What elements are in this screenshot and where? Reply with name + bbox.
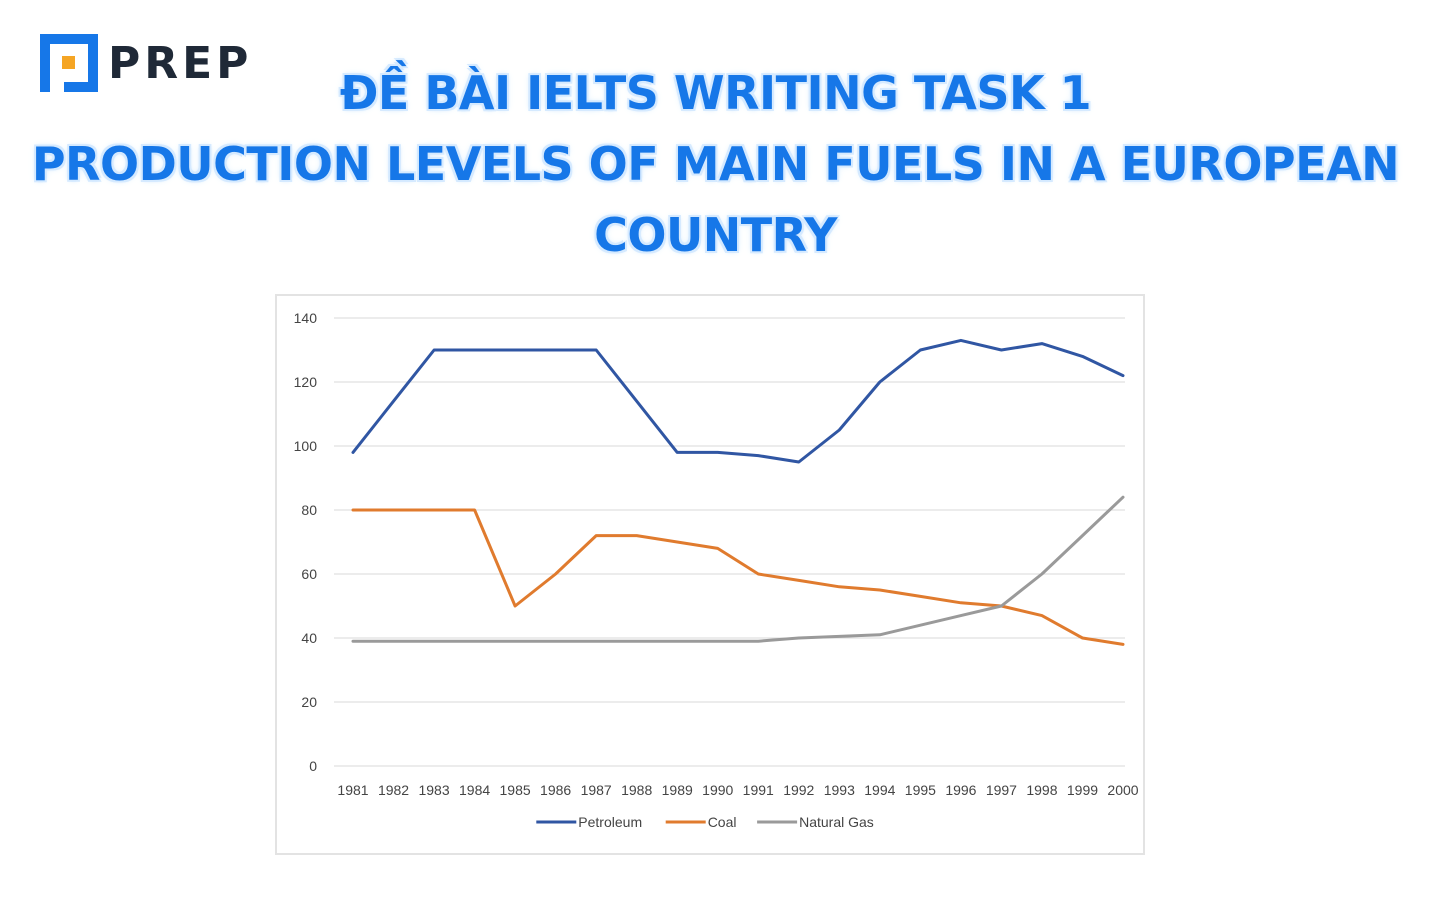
x-tick-label: 1985 xyxy=(500,782,531,798)
x-tick-label: 1998 xyxy=(1026,782,1057,798)
x-tick-label: 1984 xyxy=(459,782,490,798)
y-tick-label: 100 xyxy=(294,438,318,454)
page-title: ĐỀ BÀI IELTS WRITING TASK 1 PRODUCTION L… xyxy=(0,58,1431,271)
y-tick-label: 40 xyxy=(301,630,317,646)
y-tick-label: 140 xyxy=(294,310,318,326)
x-tick-label: 2000 xyxy=(1107,782,1138,798)
x-tick-label: 1983 xyxy=(418,782,449,798)
legend-label-natural-gas: Natural Gas xyxy=(799,814,874,830)
x-tick-label: 1989 xyxy=(662,782,693,798)
title-line-1: ĐỀ BÀI IELTS WRITING TASK 1 xyxy=(339,66,1092,120)
x-tick-label: 1994 xyxy=(864,782,895,798)
x-tick-label: 1987 xyxy=(581,782,612,798)
x-tick-label: 1981 xyxy=(337,782,368,798)
line-chart: 0 20 40 60 80 100 120 140 1981 1982 1983 1984 1985 19… xyxy=(294,310,1139,830)
x-tick-label: 1988 xyxy=(621,782,652,798)
x-tick-label: 1999 xyxy=(1067,782,1098,798)
y-tick-label: 0 xyxy=(309,758,317,774)
series-line-coal xyxy=(351,508,1125,646)
x-tick-label: 1997 xyxy=(986,782,1017,798)
x-tick-label: 1982 xyxy=(378,782,409,798)
x-tick-label: 1996 xyxy=(945,782,976,798)
x-tick-label: 1995 xyxy=(905,782,936,798)
y-tick-label: 120 xyxy=(294,374,318,390)
series-line-natural-gas xyxy=(351,495,1125,643)
brand-name: PREP xyxy=(108,37,253,89)
y-tick-label: 60 xyxy=(301,566,317,582)
title-line-2: PRODUCTION LEVELS OF MAIN FUELS IN A EUR… xyxy=(31,137,1400,191)
prep-logo-icon xyxy=(40,34,98,92)
y-tick-label: 20 xyxy=(301,694,317,710)
x-tick-label: 1986 xyxy=(540,782,571,798)
x-tick-label: 1992 xyxy=(783,782,814,798)
x-tick-label: 1991 xyxy=(743,782,774,798)
x-tick-label: 1993 xyxy=(824,782,855,798)
series-line-petroleum xyxy=(351,338,1125,464)
y-tick-label: 80 xyxy=(301,502,317,518)
x-tick-label: 1990 xyxy=(702,782,733,798)
brand-logo[interactable]: PREP xyxy=(40,34,252,92)
legend-label-coal: Coal xyxy=(708,814,737,830)
legend-label-petroleum: Petroleum xyxy=(578,814,642,830)
chart-container: 0 20 40 60 80 100 120 140 1981 1982 1983 1984 1985 19… xyxy=(275,294,1145,855)
title-line-3: COUNTRY xyxy=(594,208,837,262)
